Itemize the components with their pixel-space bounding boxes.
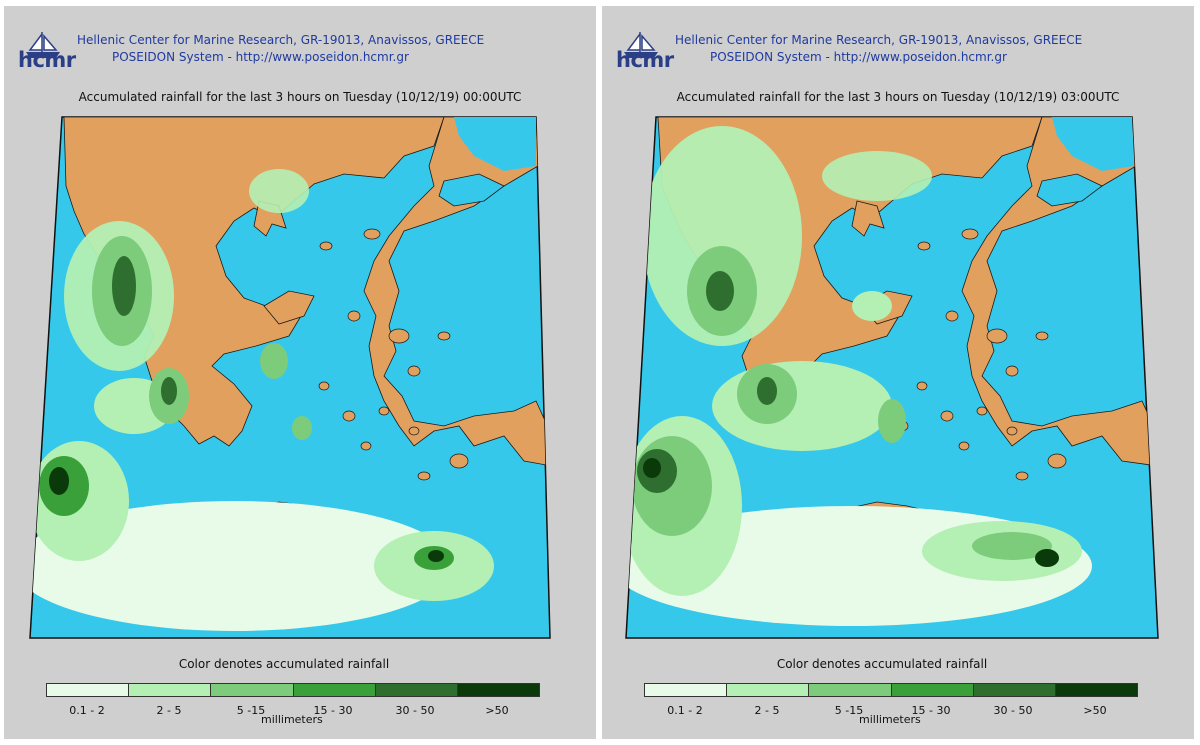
map-title: Accumulated rainfall for the last 3 hour… bbox=[78, 90, 522, 104]
system-url-header: POSEIDON System - http://www.poseidon.hc… bbox=[710, 50, 1007, 64]
legend-label: >50 bbox=[485, 704, 509, 717]
legend-swatch-3 bbox=[211, 684, 294, 696]
rain-overlay bbox=[30, 169, 494, 631]
marmara-sea bbox=[1036, 173, 1103, 207]
rainfall-map bbox=[29, 116, 551, 639]
rain-overlay bbox=[626, 126, 1092, 626]
logo-text: hcmr bbox=[616, 48, 674, 72]
legend-swatch-6 bbox=[1055, 684, 1138, 696]
aegean-islands bbox=[297, 228, 469, 481]
marmara-sea bbox=[438, 173, 505, 207]
legend-label: 15 - 30 bbox=[313, 704, 353, 717]
rainfall-panel-0000utc: hcmr Hellenic Center for Marine Research… bbox=[4, 6, 596, 739]
legend-colorbar bbox=[644, 683, 1138, 697]
hcmr-ship-logo-icon bbox=[26, 31, 60, 58]
logo-text: hcmr bbox=[18, 48, 76, 72]
legend-swatch-1 bbox=[645, 684, 728, 696]
legend-unit: millimeters bbox=[859, 713, 921, 726]
legend-title: Color denotes accumulated rainfall bbox=[776, 657, 988, 671]
legend-unit: millimeters bbox=[261, 713, 323, 726]
black-sea bbox=[1052, 117, 1134, 171]
legend-swatch-4 bbox=[293, 684, 376, 696]
hcmr-ship-logo-icon bbox=[624, 31, 658, 58]
legend-label: 0.1 - 2 bbox=[69, 704, 105, 717]
legend-label: 5 -15 bbox=[236, 704, 266, 717]
legend-label: 0.1 - 2 bbox=[667, 704, 703, 717]
legend-title: Color denotes accumulated rainfall bbox=[178, 657, 390, 671]
rainfall-panel-0300utc: hcmr Hellenic Center for Marine Research… bbox=[602, 6, 1194, 739]
legend-label: >50 bbox=[1083, 704, 1107, 717]
legend-swatch-6 bbox=[457, 684, 540, 696]
chalkidiki bbox=[851, 200, 885, 237]
legend-swatch-5 bbox=[973, 684, 1056, 696]
system-url-header: POSEIDON System - http://www.poseidon.hc… bbox=[112, 50, 409, 64]
legend-label: 5 -15 bbox=[834, 704, 864, 717]
legend-label: 2 - 5 bbox=[754, 704, 780, 717]
legend-label: 30 - 50 bbox=[395, 704, 435, 717]
legend-swatch-1 bbox=[47, 684, 130, 696]
legend-swatch-5 bbox=[375, 684, 458, 696]
black-sea bbox=[454, 117, 536, 171]
institution-header: Hellenic Center for Marine Research, GR-… bbox=[675, 33, 1083, 47]
legend-label: 15 - 30 bbox=[911, 704, 951, 717]
legend-label: 2 - 5 bbox=[156, 704, 182, 717]
institution-header: Hellenic Center for Marine Research, GR-… bbox=[77, 33, 485, 47]
legend-colorbar bbox=[46, 683, 540, 697]
legend-swatch-2 bbox=[129, 684, 212, 696]
legend-swatch-4 bbox=[891, 684, 974, 696]
legend-swatch-2 bbox=[727, 684, 810, 696]
rainfall-map bbox=[625, 116, 1159, 639]
legend-swatch-3 bbox=[809, 684, 892, 696]
euboea-island bbox=[263, 290, 315, 325]
legend-label: 30 - 50 bbox=[993, 704, 1033, 717]
map-title: Accumulated rainfall for the last 3 hour… bbox=[676, 90, 1120, 104]
